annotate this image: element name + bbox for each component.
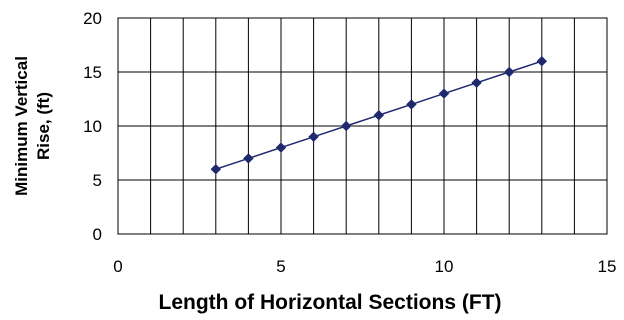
gridlines — [118, 18, 607, 234]
y-tick-label: 5 — [93, 171, 102, 190]
data-point — [438, 88, 450, 99]
x-tick-label: 0 — [113, 257, 122, 276]
data-point — [308, 131, 319, 143]
data-point — [471, 77, 482, 89]
data-point — [340, 120, 352, 132]
data-point — [503, 66, 515, 78]
plot-border — [117, 17, 608, 235]
data-point — [373, 109, 385, 121]
x-axis-title: Length of Horizontal Sections (FT) — [159, 291, 502, 314]
series-group — [210, 55, 548, 175]
y-tick-label: 20 — [83, 9, 102, 28]
data-point — [210, 163, 222, 175]
x-tick-label: 5 — [276, 257, 285, 276]
x-tick-labels: 0 5 10 15 — [113, 257, 616, 276]
y-tick-label: 10 — [83, 117, 102, 136]
x-tick-label: 10 — [435, 257, 454, 276]
y-axis-title-line-2: Rise, (ft) — [34, 92, 53, 160]
data-point — [275, 142, 287, 153]
y-tick-label: 0 — [93, 225, 102, 244]
data-point — [243, 153, 254, 164]
x-tick-label: 15 — [598, 257, 617, 276]
y-axis-title: Minimum Vertical Rise, (ft) — [12, 56, 53, 196]
y-axis-title-line-1: Minimum Vertical — [12, 56, 31, 196]
data-point — [406, 99, 417, 110]
y-tick-label: 15 — [83, 63, 102, 82]
data-point — [536, 55, 548, 67]
y-tick-labels: 0 5 10 15 20 — [83, 9, 102, 244]
